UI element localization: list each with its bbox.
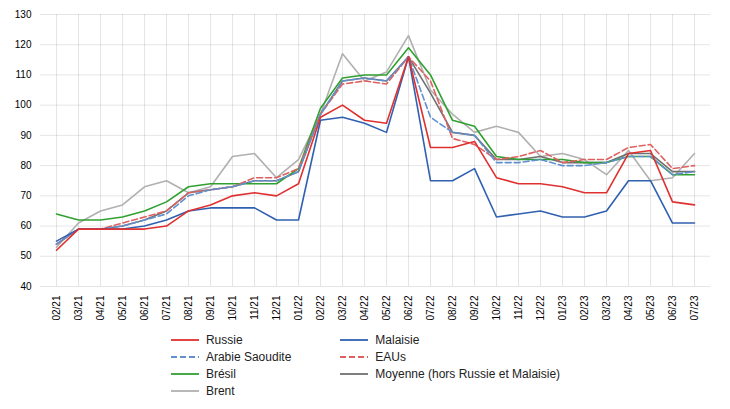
svg-text:04/21: 04/21 — [95, 295, 106, 320]
svg-text:01/23: 01/23 — [557, 295, 568, 320]
svg-text:11/21: 11/21 — [249, 295, 260, 320]
svg-text:10/22: 10/22 — [491, 295, 502, 320]
svg-text:08/21: 08/21 — [183, 295, 194, 320]
svg-text:110: 110 — [16, 69, 32, 80]
svg-text:02/23: 02/23 — [579, 295, 590, 320]
svg-text:05/21: 05/21 — [117, 295, 128, 320]
svg-text:04/22: 04/22 — [359, 295, 370, 320]
html-text:EAUs: EAUs — [375, 349, 406, 364]
html-text:Moyenne (hors Russie et Malais: Moyenne (hors Russie et Malaisie) — [375, 366, 561, 381]
svg-text:04/23: 04/23 — [623, 295, 634, 320]
svg-text:60: 60 — [20, 220, 32, 231]
svg-text:130: 130 — [15, 9, 32, 20]
svg-text:07/22: 07/22 — [425, 295, 436, 320]
svg-text:07/23: 07/23 — [689, 295, 700, 320]
svg-text:10/21: 10/21 — [227, 295, 238, 320]
svg-text:08/22: 08/22 — [447, 295, 458, 320]
svg-text:80: 80 — [20, 160, 32, 171]
svg-text:70: 70 — [20, 190, 32, 201]
svg-text:01/22: 01/22 — [293, 295, 304, 320]
svg-text:06/21: 06/21 — [139, 295, 150, 320]
svg-text:02/21: 02/21 — [51, 295, 62, 320]
html-text:Malaisie: Malaisie — [375, 332, 420, 347]
svg-text:09/22: 09/22 — [469, 295, 480, 320]
html-text:Brent: Brent — [205, 383, 235, 398]
html-text:Russie: Russie — [205, 332, 243, 347]
svg-text:06/22: 06/22 — [403, 295, 414, 320]
svg-text:12/21: 12/21 — [271, 295, 282, 320]
svg-text:03/23: 03/23 — [601, 295, 612, 320]
svg-text:100: 100 — [15, 99, 32, 110]
svg-text:05/23: 05/23 — [645, 295, 656, 320]
svg-text:03/22: 03/22 — [337, 295, 348, 320]
svg-text:05/22: 05/22 — [381, 295, 392, 320]
svg-text:40: 40 — [20, 281, 32, 292]
svg-text:07/21: 07/21 — [161, 295, 172, 320]
svg-text:03/21: 03/21 — [73, 295, 84, 320]
svg-text:09/21: 09/21 — [205, 295, 216, 320]
svg-text:50: 50 — [20, 250, 32, 261]
svg-text:11/22: 11/22 — [513, 295, 524, 320]
svg-text:12/22: 12/22 — [535, 295, 546, 320]
svg-text:06/23: 06/23 — [667, 295, 678, 320]
html-text:Brésil: Brésil — [205, 366, 236, 381]
svg-text:90: 90 — [20, 130, 32, 141]
html-text:Arabie Saoudite: Arabie Saoudite — [205, 349, 292, 364]
svg-text:120: 120 — [15, 39, 32, 50]
svg-text:02/22: 02/22 — [315, 295, 326, 320]
